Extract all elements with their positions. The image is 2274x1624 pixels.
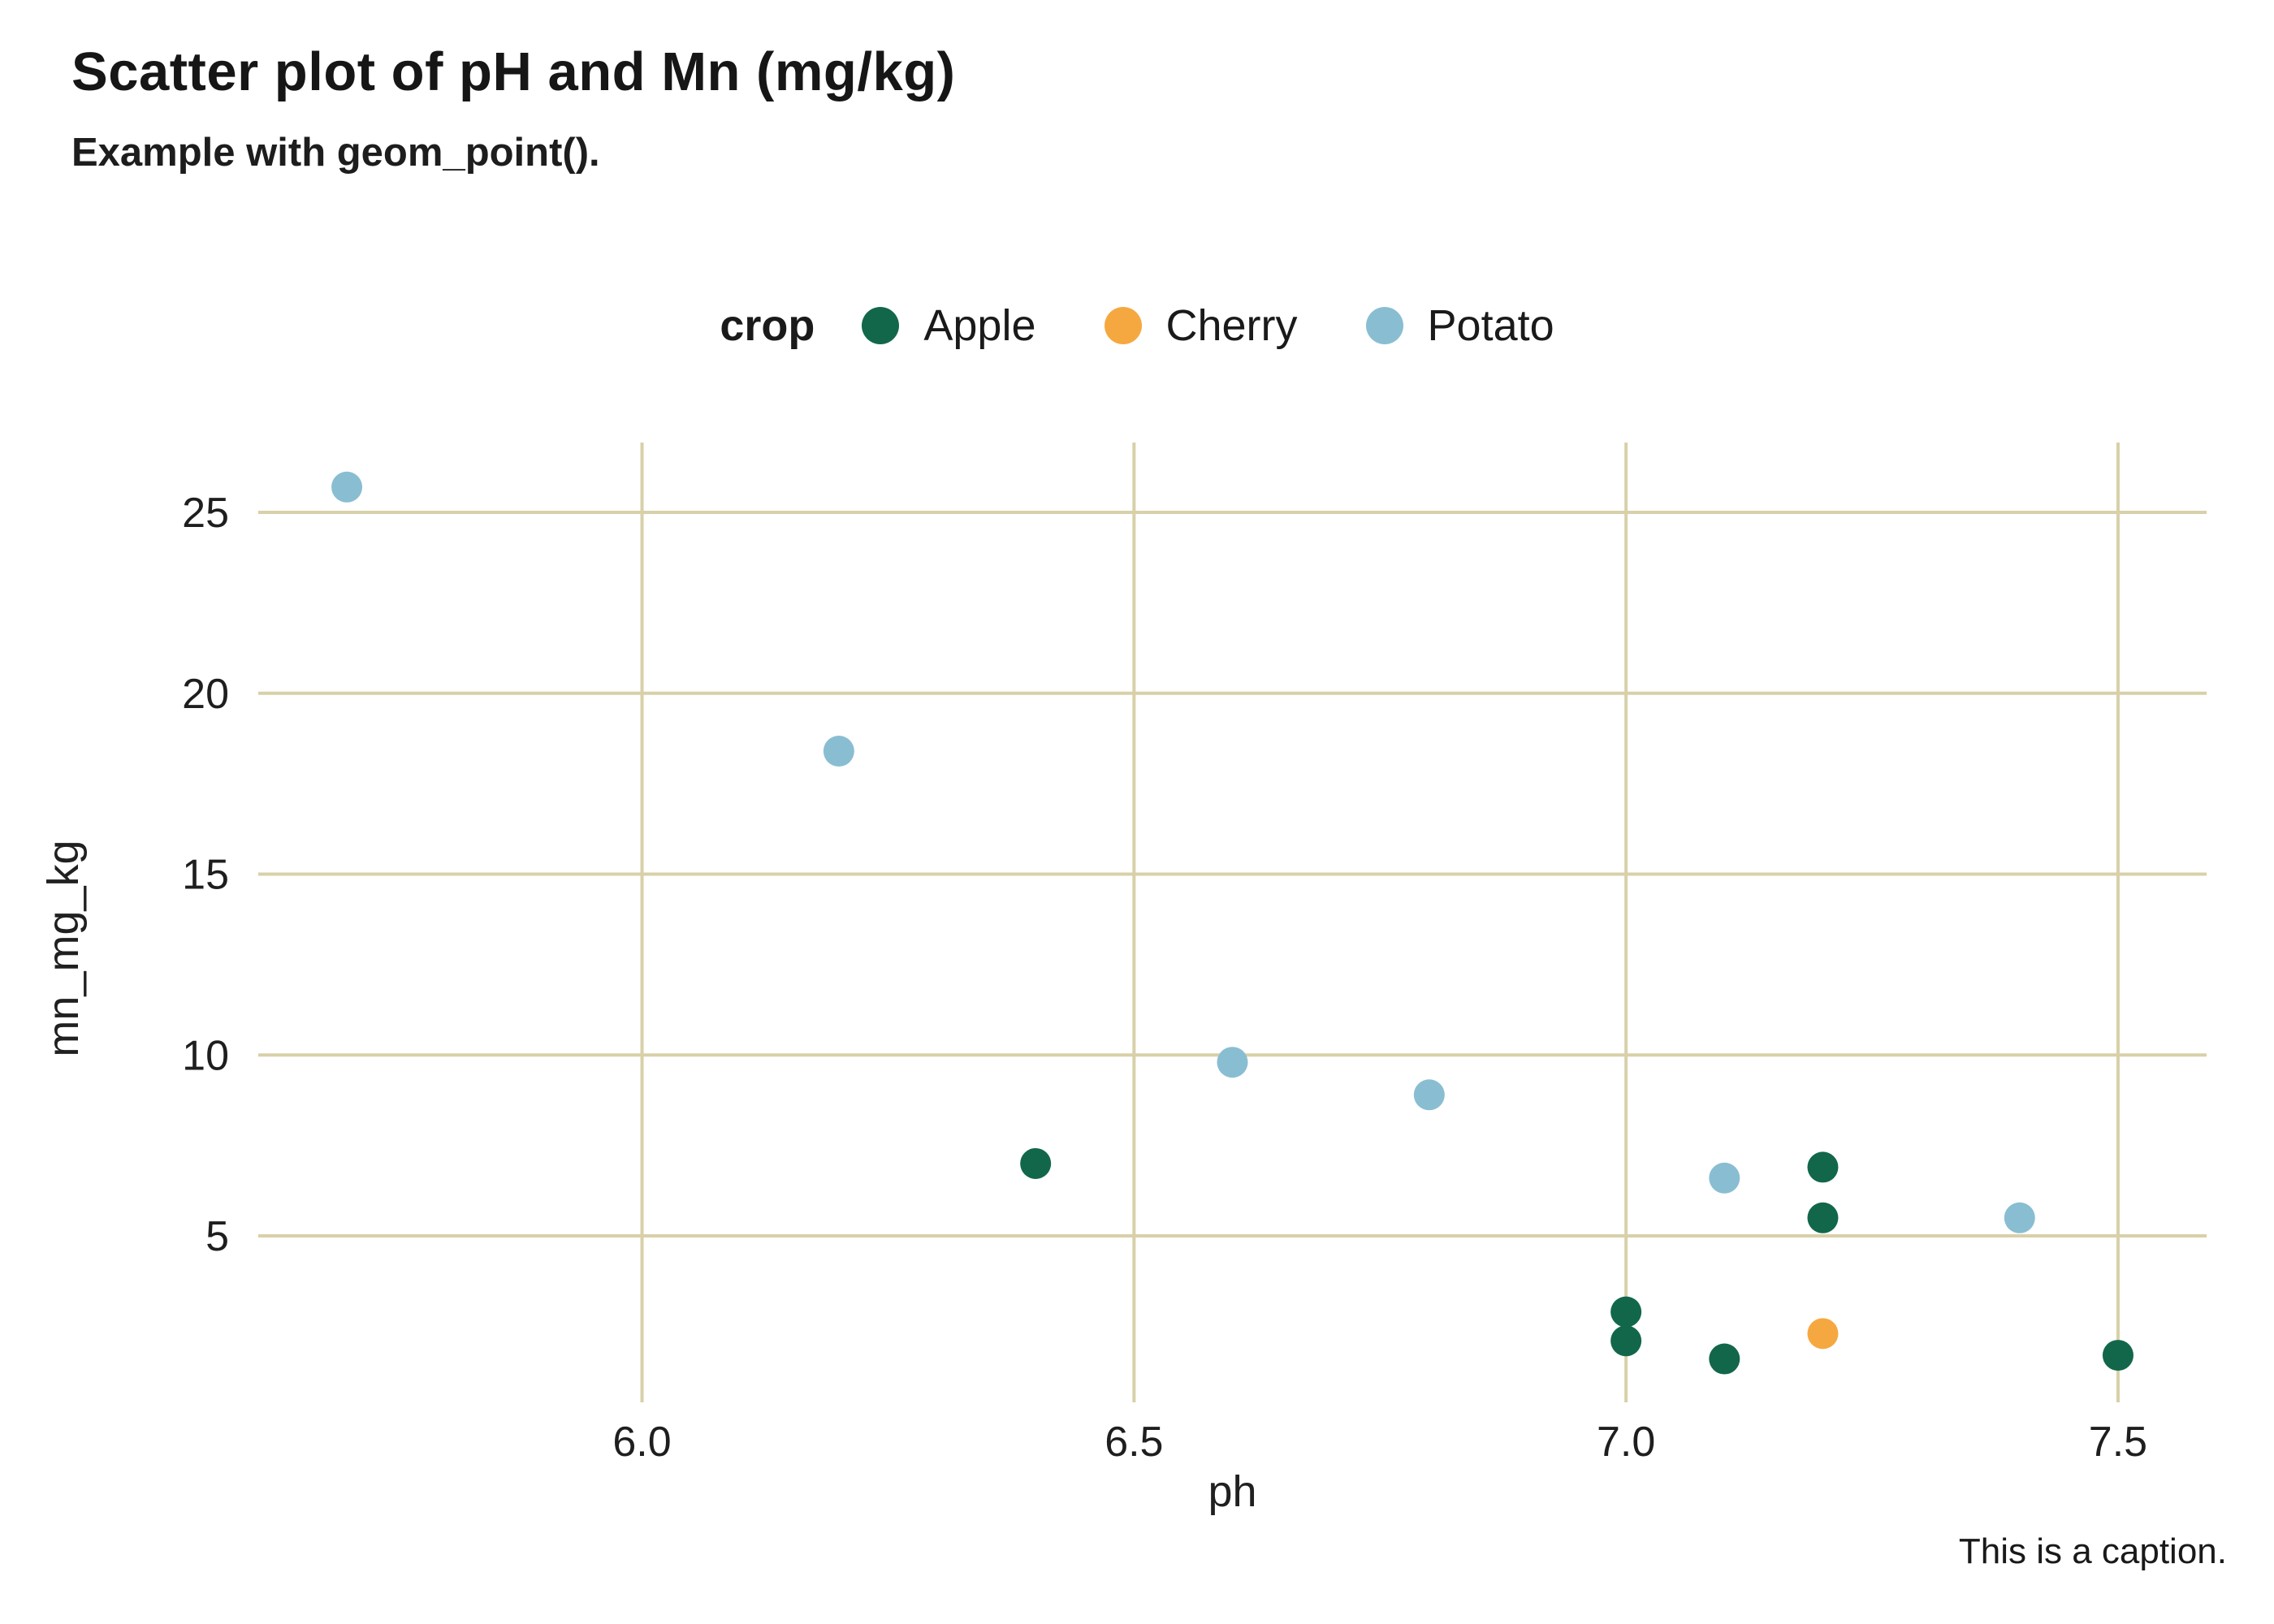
page-title: Scatter plot of pH and Mn (mg/kg): [71, 41, 956, 102]
x-tick-label: 6.0: [612, 1419, 671, 1466]
data-point-apple: [1610, 1296, 1642, 1328]
cherry-dot-icon: [1104, 307, 1142, 344]
legend-label-cherry: Cherry: [1165, 301, 1298, 350]
y-axis-title: mn_mg_kg: [39, 840, 88, 1057]
legend: crop Apple Cherry Potato: [0, 300, 2274, 351]
data-point-potato: [331, 471, 363, 503]
data-point-apple: [1020, 1147, 1052, 1179]
apple-dot-icon: [862, 307, 900, 344]
data-point-apple: [1709, 1343, 1740, 1375]
y-tick-label: 5: [205, 1213, 229, 1260]
x-axis-title: ph: [1208, 1467, 1257, 1516]
x-tick-label: 6.5: [1105, 1419, 1163, 1466]
potato-dot-icon: [1365, 307, 1403, 344]
legend-item-cherry: Cherry: [1104, 300, 1298, 351]
y-tick-label: 25: [182, 490, 229, 537]
y-tick-label: 20: [182, 671, 229, 718]
y-tick-label: 10: [182, 1032, 229, 1079]
data-point-apple: [1807, 1202, 1839, 1233]
data-point-apple: [2102, 1340, 2133, 1371]
data-point-potato: [823, 736, 854, 767]
x-tick-label: 7.5: [2089, 1419, 2147, 1466]
plot-caption: This is a caption.: [1958, 1531, 2227, 1571]
data-point-potato: [2004, 1202, 2035, 1233]
data-point-apple: [1807, 1151, 1839, 1183]
y-tick-label: 15: [182, 852, 229, 899]
data-point-potato: [1709, 1162, 1740, 1194]
data-point-potato: [1217, 1047, 1248, 1078]
data-point-apple: [1610, 1325, 1642, 1357]
data-point-cherry: [1807, 1318, 1839, 1350]
legend-item-apple: Apple: [862, 300, 1036, 351]
x-tick-label: 7.0: [1597, 1419, 1655, 1466]
legend-label-potato: Potato: [1427, 301, 1554, 350]
page-subtitle: Example with geom_point().: [71, 131, 600, 175]
data-point-potato: [1413, 1079, 1445, 1111]
legend-title: crop: [720, 301, 815, 350]
legend-item-potato: Potato: [1365, 300, 1554, 351]
legend-label-apple: Apple: [923, 301, 1036, 350]
